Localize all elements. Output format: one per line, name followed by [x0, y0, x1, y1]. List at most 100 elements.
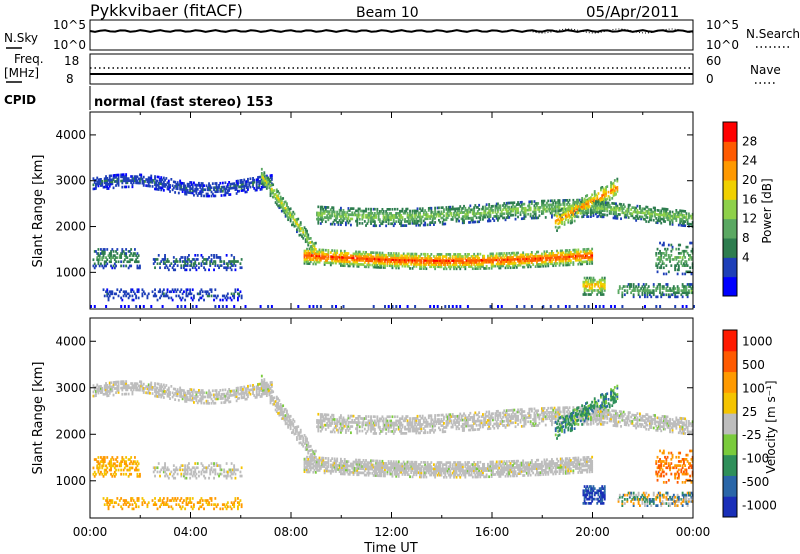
- power-cell: [244, 180, 247, 184]
- power-cell: [401, 256, 404, 260]
- power-cell: [586, 289, 589, 292]
- velocity-cell: [249, 388, 252, 392]
- power-cell: [235, 184, 238, 187]
- power-cell: [169, 264, 171, 267]
- velocity-cell: [92, 390, 95, 394]
- power-cell: [661, 217, 664, 221]
- velocity-cell: [166, 394, 169, 398]
- power-cell: [505, 203, 508, 207]
- power-cell: [391, 256, 394, 259]
- power-cell: [483, 215, 486, 219]
- station-title: Pykkvibaer (fitACF): [90, 1, 243, 20]
- power-cell: [508, 207, 511, 211]
- power-cell: [430, 261, 433, 264]
- power-cell: [411, 267, 414, 270]
- power-cell: [524, 211, 527, 214]
- power-cell: [590, 200, 592, 204]
- velocity-cell: [149, 387, 151, 391]
- power-cell: [277, 194, 280, 198]
- power-cell: [378, 255, 381, 259]
- power-cell: [642, 289, 645, 292]
- power-cell: [115, 250, 117, 253]
- power-cell: [375, 255, 378, 259]
- power-cell: [681, 215, 684, 219]
- power-cell: [449, 210, 452, 213]
- power-cell: [260, 177, 263, 181]
- power-cell: [166, 288, 169, 292]
- power-cell: [123, 292, 126, 296]
- power-cell: [644, 293, 646, 297]
- power-cell: [198, 262, 200, 265]
- power-cell: [636, 215, 639, 218]
- power-cell: [532, 257, 535, 260]
- power-cell: [395, 262, 398, 266]
- power-cell: [357, 256, 360, 260]
- power-cell: [332, 210, 335, 214]
- power-cell: [342, 219, 345, 222]
- power-cell: [317, 254, 320, 258]
- power-cell: [265, 183, 268, 186]
- power-cell: [441, 257, 444, 260]
- power-cell: [622, 207, 625, 211]
- power-cell: [685, 214, 688, 217]
- velocity-cell: [140, 380, 143, 384]
- power-cell: [464, 257, 467, 260]
- power-cell: [166, 290, 169, 294]
- power-cell: [377, 253, 380, 257]
- power-cell: [115, 260, 117, 264]
- power-cell: [456, 257, 459, 260]
- power-cell: [234, 186, 237, 189]
- power-cell: [474, 257, 477, 260]
- power-cell: [127, 185, 130, 189]
- power-cell: [454, 255, 457, 258]
- power-cell: [426, 255, 429, 258]
- power-cell: [497, 208, 499, 212]
- power-cell: [608, 210, 611, 213]
- power-cell: [542, 201, 545, 205]
- freq-tick-top: 18: [64, 54, 79, 68]
- power-cell: [479, 216, 482, 219]
- power-cell: [313, 260, 316, 264]
- power-cell: [377, 212, 380, 215]
- power-cell: [583, 276, 586, 280]
- power-cell: [389, 254, 391, 257]
- velocity-cell: [208, 389, 210, 393]
- power-cell: [499, 260, 502, 264]
- power-cell: [444, 261, 447, 264]
- power-cell: [590, 207, 592, 210]
- power-cell: [324, 253, 327, 256]
- power-cell: [199, 290, 202, 294]
- power-cell: [390, 252, 393, 255]
- power-cell: [112, 186, 115, 190]
- power-cell: [592, 276, 595, 280]
- velocity-cell: [125, 380, 128, 383]
- power-cell: [122, 177, 125, 181]
- power-cell: [331, 257, 334, 261]
- power-cell: [627, 216, 630, 219]
- velocity-cell: [115, 391, 117, 394]
- power-cell: [162, 262, 165, 265]
- power-cell: [572, 198, 575, 202]
- velocity-cell: [157, 382, 160, 386]
- power-cell: [586, 213, 589, 216]
- power-cell: [348, 264, 351, 268]
- power-cell: [121, 185, 124, 189]
- power-cell: [637, 291, 640, 295]
- power-cell: [191, 183, 194, 187]
- power-cell: [121, 179, 124, 183]
- power-cell: [659, 287, 661, 290]
- power-cell: [382, 220, 385, 223]
- power-cell: [155, 258, 158, 261]
- power-cell: [340, 255, 342, 259]
- power-cell: [557, 199, 560, 202]
- power-cell: [603, 280, 606, 284]
- power-cell: [372, 214, 375, 217]
- power-cell: [635, 206, 638, 210]
- power-cell: [307, 237, 310, 241]
- power-cell: [470, 261, 473, 264]
- power-cell: [292, 223, 295, 226]
- power-cell: [304, 253, 307, 257]
- power-cell: [667, 254, 670, 257]
- power-cell: [175, 294, 178, 298]
- power-cell: [416, 263, 419, 266]
